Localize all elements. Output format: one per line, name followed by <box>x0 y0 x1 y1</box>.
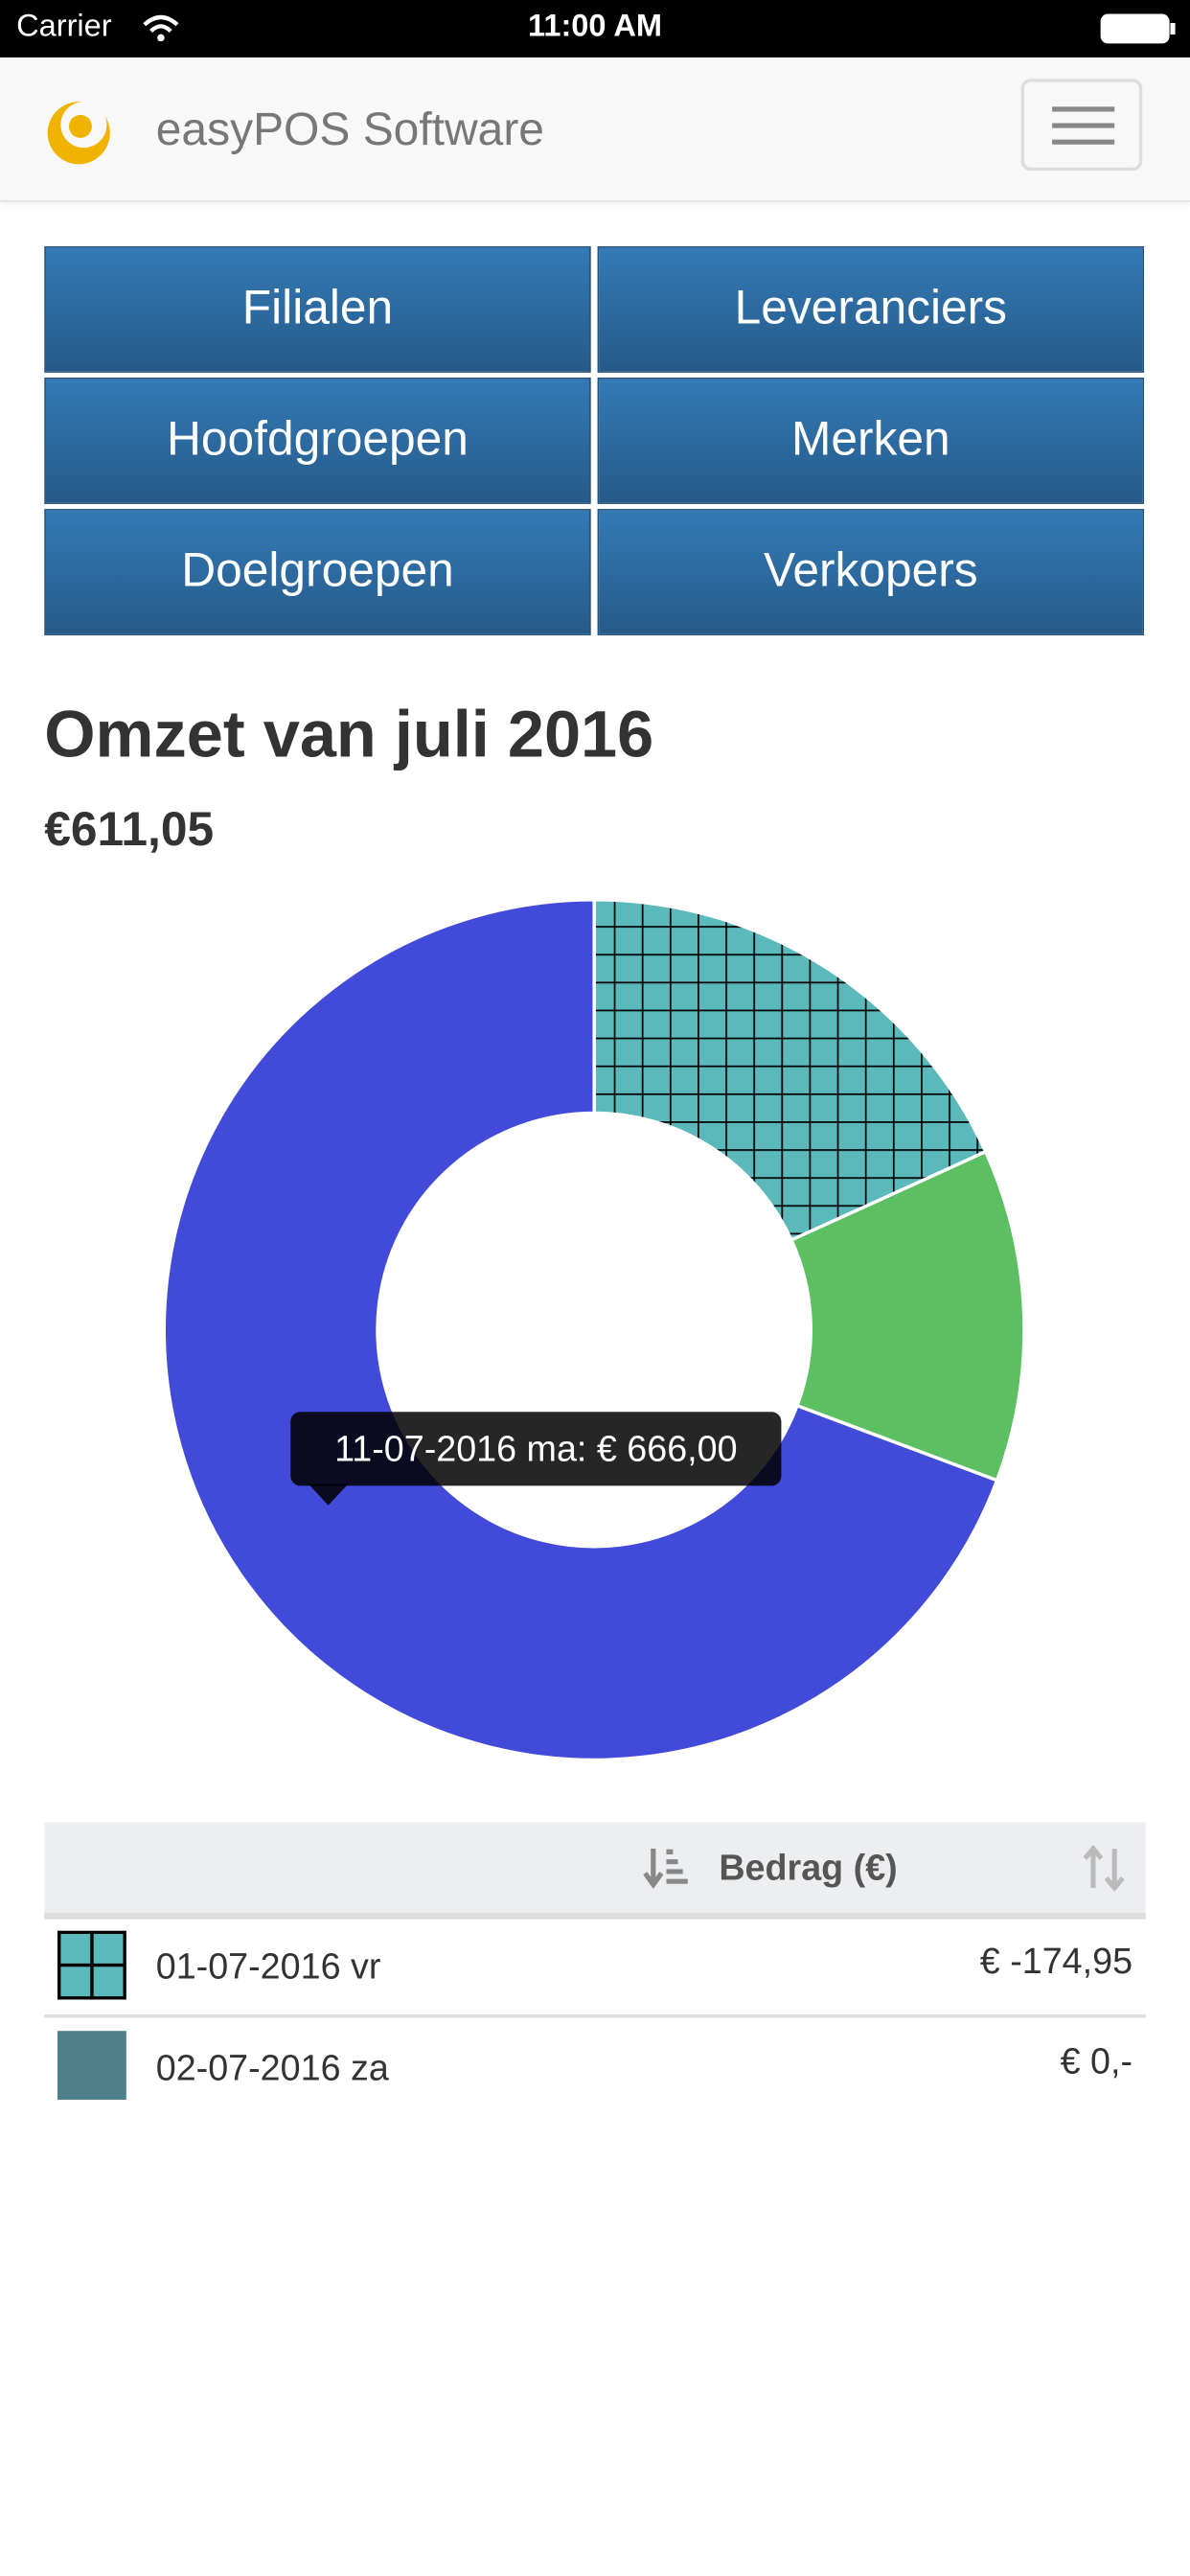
battery-icon <box>1100 13 1176 44</box>
summary-title: Omzet van juli 2016 <box>44 699 654 772</box>
logo[interactable] <box>39 94 115 170</box>
row-label: 02-07-2016 za <box>155 2047 389 2089</box>
row-amount: € 0,- <box>1060 2040 1133 2082</box>
table-row[interactable]: 01-07-2016 vr € -174,95 <box>44 1918 1146 2018</box>
column-header[interactable]: Bedrag (€) <box>719 1847 898 1889</box>
tooltip-pointer <box>309 1484 349 1506</box>
table-row[interactable]: 02-07-2016 za € 0,- <box>44 2017 1145 2116</box>
row-label: 01-07-2016 vr <box>155 1945 381 1987</box>
summary-total: €611,05 <box>44 804 215 858</box>
nav-button[interactable]: Filialen <box>44 245 591 373</box>
time: 11:00 AM <box>528 10 662 45</box>
wifi-icon <box>143 14 179 42</box>
sort-icon[interactable] <box>643 1846 690 1892</box>
row-swatch <box>57 2031 126 2101</box>
app-title[interactable]: easyPOS Software <box>155 103 544 155</box>
nav-button[interactable]: Doelgroepen <box>44 509 591 635</box>
row-amount: € -174,95 <box>979 1940 1133 1982</box>
menu-button[interactable] <box>1020 79 1143 172</box>
sort-toggle[interactable] <box>1082 1845 1128 1892</box>
donut-slice[interactable] <box>162 898 999 1762</box>
donut-slice[interactable] <box>789 1149 1026 1483</box>
nav-button[interactable]: Hoofdgroepen <box>44 378 591 504</box>
table-header: Bedrag (€) <box>44 1822 1146 1920</box>
nav-button[interactable]: Merken <box>597 378 1145 504</box>
nav-bar: easyPOS Software <box>0 57 1190 202</box>
donut-slice[interactable] <box>592 898 988 1243</box>
tooltip: 11-07-2016 ma: € 666,00 <box>290 1412 782 1486</box>
status-bar: Carrier 11:00 AM <box>0 0 1190 58</box>
button-grid: Filialen Leveranciers Hoofdgroepen Merken Do… <box>44 245 1145 640</box>
carrier: Carrier <box>16 10 112 45</box>
nav-button[interactable]: Verkopers <box>597 509 1145 635</box>
nav-button[interactable]: Leveranciers <box>597 245 1145 373</box>
row-swatch <box>57 1930 126 2000</box>
donut-chart <box>162 898 1026 1762</box>
